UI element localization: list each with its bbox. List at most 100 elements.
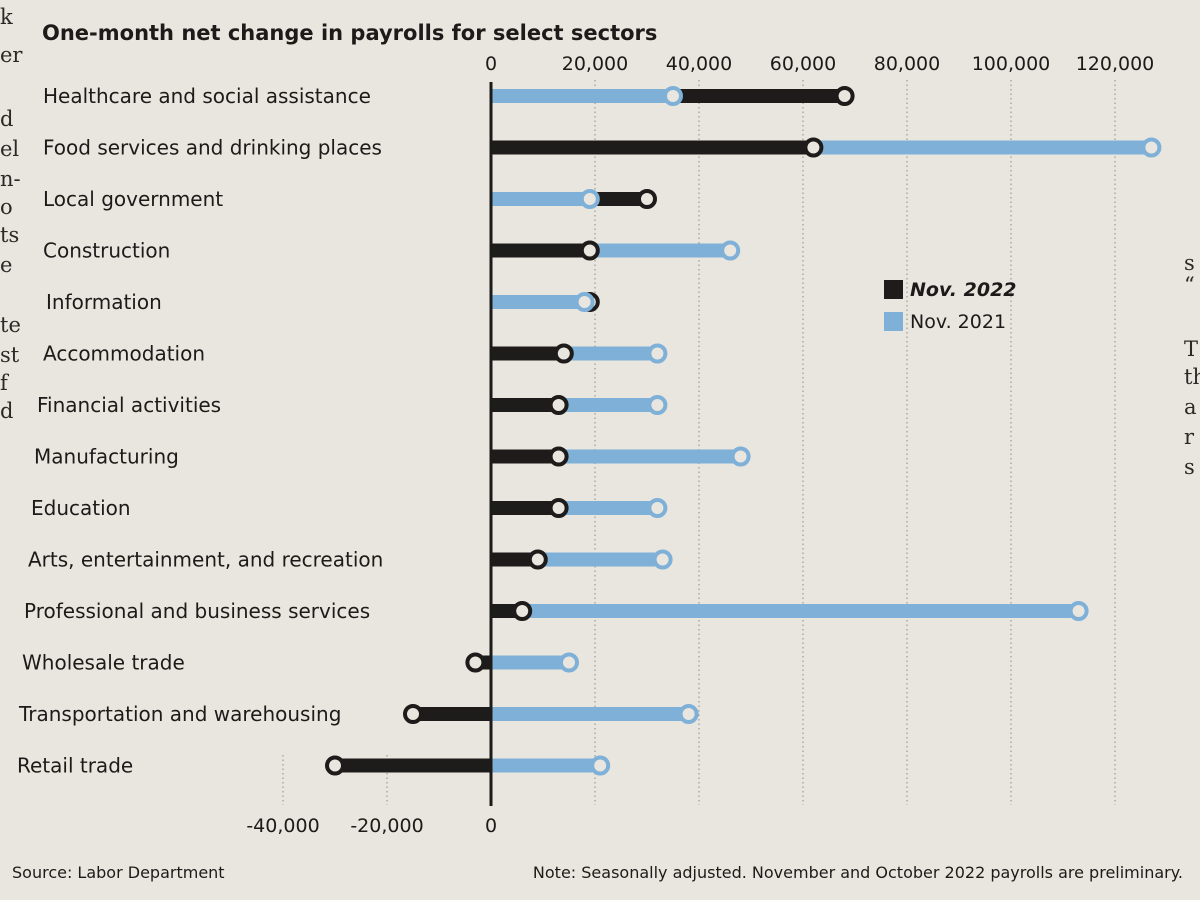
endpoint-nov-2021 <box>663 86 683 106</box>
category-label: Retail trade <box>17 754 133 778</box>
legend-swatch-nov-2022 <box>884 280 903 299</box>
top-tick-label: 100,000 <box>972 53 1051 75</box>
sector-row <box>465 652 579 673</box>
margin-glyph: d <box>0 107 13 131</box>
margin-glyph: e <box>0 253 12 277</box>
bar-nov-2021 <box>491 707 689 721</box>
margin-glyph: o <box>0 195 13 219</box>
bar-nov-2022 <box>491 449 559 464</box>
endpoint-nov-2021 <box>678 704 699 724</box>
bar-nov-2022 <box>491 501 559 515</box>
endpoint-nov-2022 <box>834 86 855 106</box>
legend-swatch-nov-2021 <box>884 312 903 331</box>
top-tick-label: 80,000 <box>874 53 940 75</box>
endpoint-nov-2022 <box>325 755 345 776</box>
margin-glyph: te <box>0 313 21 337</box>
bar-nov-2021 <box>491 295 585 309</box>
bar-nov-2022 <box>491 243 590 258</box>
endpoint-nov-2021 <box>574 292 595 312</box>
sector-row <box>491 189 657 209</box>
margin-glyph: s <box>1184 455 1195 479</box>
endpoint-nov-2022 <box>553 343 574 364</box>
category-label: Financial activities <box>37 393 221 417</box>
sector-row <box>491 549 673 570</box>
category-labels: Healthcare and social assistance Food ser… <box>17 84 383 778</box>
bar-nov-2021 <box>491 604 1079 618</box>
category-label: Local government <box>43 187 223 211</box>
category-label: Healthcare and social assistance <box>43 84 371 108</box>
endpoint-nov-2022 <box>548 395 569 415</box>
margin-glyph: n- <box>0 167 21 191</box>
endpoint-nov-2021 <box>559 652 579 673</box>
margin-glyph: a <box>1184 395 1197 419</box>
endpoint-nov-2022 <box>465 652 486 673</box>
bar-nov-2021 <box>491 758 601 773</box>
sector-row <box>491 137 1162 158</box>
category-label: Food services and drinking places <box>43 136 382 160</box>
category-label: Transportation and warehousing <box>18 702 341 726</box>
sector-row <box>491 395 668 415</box>
endpoint-nov-2022 <box>512 601 533 621</box>
bottom-tick-label: -40,000 <box>246 815 319 837</box>
bar-nov-2021 <box>491 655 569 670</box>
endpoint-nov-2022 <box>637 189 657 209</box>
category-label: Information <box>46 290 162 314</box>
category-label: Arts, entertainment, and recreation <box>28 548 383 572</box>
endpoint-nov-2022 <box>579 240 600 261</box>
category-label: Accommodation <box>43 342 205 366</box>
margin-glyph: d <box>0 399 13 423</box>
category-label: Manufacturing <box>34 445 179 469</box>
endpoint-nov-2022 <box>527 549 548 570</box>
legend-label-nov-2021: Nov. 2021 <box>910 311 1006 333</box>
bar-nov-2022 <box>491 398 559 412</box>
bottom-axis-ticks: -40,000 -20,000 0 <box>246 815 497 837</box>
sector-row <box>491 343 668 364</box>
margin-glyph: er <box>0 43 23 67</box>
margin-glyph: el <box>0 137 19 161</box>
margin-glyph: th <box>1184 365 1200 389</box>
sector-row <box>491 240 741 261</box>
margin-glyph: s <box>1184 251 1195 275</box>
legend-label-nov-2022: Nov. 2022 <box>910 279 1017 301</box>
sector-row <box>491 86 855 106</box>
top-tick-label: 120,000 <box>1076 53 1155 75</box>
sector-row <box>491 498 668 518</box>
bar-nov-2021 <box>491 89 673 103</box>
endpoint-nov-2022 <box>548 498 569 518</box>
bar-nov-2022 <box>413 707 491 721</box>
endpoint-nov-2021 <box>647 395 668 415</box>
endpoint-nov-2021 <box>1141 137 1162 158</box>
margin-glyph: f <box>0 371 10 395</box>
top-tick-label: 40,000 <box>666 53 732 75</box>
bar-nov-2022 <box>335 758 491 773</box>
category-label: Wholesale trade <box>22 651 185 675</box>
endpoint-nov-2021 <box>647 498 668 518</box>
bottom-tick-label: -20,000 <box>350 815 423 837</box>
endpoint-nov-2021 <box>647 343 668 364</box>
margin-glyph: st <box>0 343 20 367</box>
note-text: Note: Seasonally adjusted. November and … <box>533 863 1183 882</box>
sector-row <box>491 446 751 467</box>
bars <box>325 86 1162 776</box>
margin-glyph: T <box>1184 337 1198 361</box>
bottom-tick-label: 0 <box>485 815 497 837</box>
top-tick-label: 60,000 <box>770 53 836 75</box>
margin-glyph: k <box>0 5 13 29</box>
endpoint-nov-2022 <box>803 137 824 158</box>
top-tick-label: 0 <box>485 53 497 75</box>
endpoint-nov-2021 <box>730 446 751 467</box>
margin-glyph: r <box>1184 425 1195 449</box>
margin-glyph: ts <box>0 223 19 247</box>
bar-nov-2022 <box>491 346 564 361</box>
endpoint-nov-2021 <box>590 755 611 776</box>
endpoint-nov-2022 <box>548 446 569 467</box>
sector-row <box>491 292 600 312</box>
sector-row <box>403 704 699 724</box>
top-tick-label: 20,000 <box>562 53 628 75</box>
bar-nov-2022 <box>491 140 814 155</box>
bar-nov-2022 <box>491 552 538 567</box>
sector-row <box>491 601 1089 621</box>
